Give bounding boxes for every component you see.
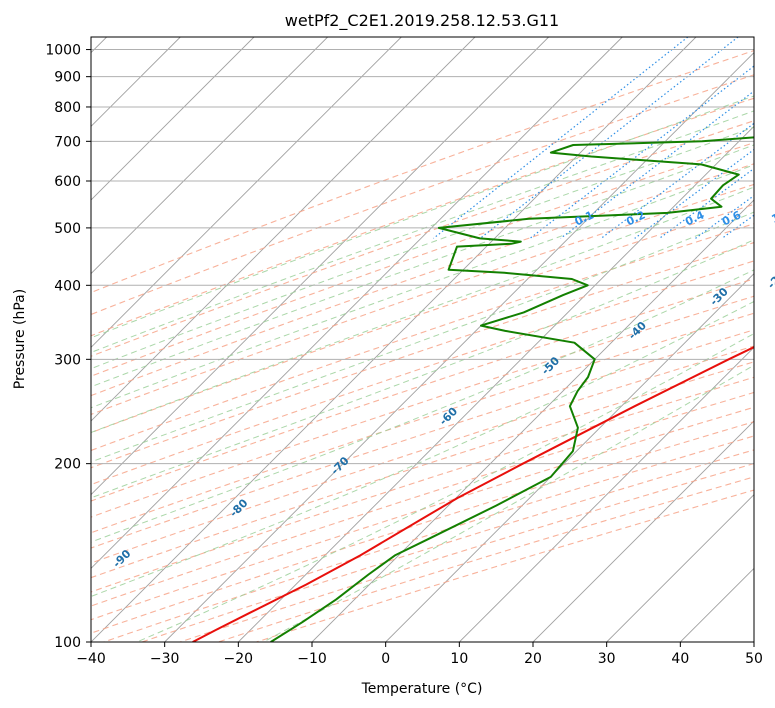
x-axis-title: Temperature (°C) bbox=[361, 681, 483, 697]
x-tick-label: −10 bbox=[297, 651, 327, 667]
x-tick-label: −20 bbox=[224, 651, 254, 667]
dry-adiabat-line bbox=[91, 406, 754, 621]
moist-adiabat-line bbox=[91, 144, 754, 388]
x-tick-label: −40 bbox=[76, 651, 106, 667]
axis-ticks: −40 −30 −20 −10 0 10 20 30 40 50 100 200 300 400 500 60… bbox=[45, 43, 763, 667]
dry-adiabat-line bbox=[91, 421, 754, 634]
dewpoint-profile-line bbox=[270, 136, 754, 642]
temperature-profile-line bbox=[192, 346, 754, 642]
mixing-ratio-line bbox=[529, 65, 754, 239]
isotherm-line bbox=[311, 199, 754, 642]
isotherm-line bbox=[91, 37, 328, 275]
pressure-grid bbox=[91, 49, 754, 642]
x-tick-label: 20 bbox=[524, 651, 542, 667]
mixing-ratio-line bbox=[479, 37, 739, 239]
moist-adiabat-line bbox=[91, 186, 754, 434]
dry-adiabat-line bbox=[91, 295, 754, 518]
mixing-ratio-line bbox=[560, 90, 754, 239]
y-axis-title: Pressure (hPa) bbox=[12, 289, 28, 389]
x-tick-label: 10 bbox=[450, 651, 468, 667]
dry-adiabat-line bbox=[91, 49, 754, 294]
mixing-ratio-label: 1 bbox=[770, 211, 775, 226]
moist-adiabat-line bbox=[91, 211, 754, 463]
y-tick-label: 300 bbox=[54, 352, 81, 368]
dry-adiabat-line bbox=[91, 120, 754, 357]
x-tick-label: 50 bbox=[745, 651, 763, 667]
y-tick-label: 400 bbox=[54, 278, 81, 294]
plot-frame bbox=[90, 36, 755, 643]
profile-series bbox=[192, 136, 754, 642]
isotherm-line bbox=[532, 420, 754, 642]
x-tick-label: 40 bbox=[671, 651, 689, 667]
dry-adiabat-line bbox=[91, 361, 754, 579]
y-tick-label: 500 bbox=[54, 221, 81, 237]
moist-adiabat-line bbox=[263, 364, 754, 642]
isotherm-line bbox=[91, 37, 623, 569]
y-tick-label: 800 bbox=[54, 100, 81, 116]
dry-adiabat-line bbox=[91, 260, 754, 486]
isotherm-line bbox=[91, 37, 697, 642]
mixing-ratio-line bbox=[695, 194, 754, 239]
dry-adiabat-label: -20 bbox=[765, 268, 775, 291]
isotherm-line bbox=[606, 494, 754, 642]
y-tick-label: 700 bbox=[54, 134, 81, 150]
isotherm-line bbox=[91, 37, 402, 348]
x-tick-label: −30 bbox=[150, 651, 180, 667]
y-tick-label: 900 bbox=[54, 70, 81, 86]
dry-adiabat-line bbox=[103, 435, 754, 642]
isotherm-line bbox=[164, 52, 754, 642]
moist-adiabat-line bbox=[91, 95, 754, 339]
isotherm-line bbox=[385, 273, 754, 642]
moist-adiabat-line bbox=[91, 110, 754, 354]
y-tick-label: 200 bbox=[54, 457, 81, 473]
moist-adiabat-line bbox=[91, 164, 754, 409]
y-tick-label: 600 bbox=[54, 174, 81, 190]
dry-adiabat-line bbox=[91, 376, 754, 593]
isotherm-line bbox=[91, 37, 549, 496]
dry-adiabat-line bbox=[91, 312, 754, 534]
x-tick-label: 30 bbox=[598, 651, 616, 667]
mixing-ratio-line bbox=[634, 148, 754, 239]
dry-adiabat-line bbox=[91, 391, 754, 607]
moist-adiabat-line bbox=[136, 333, 754, 642]
isotherm-line bbox=[459, 346, 754, 642]
x-tick-label: 0 bbox=[381, 651, 390, 667]
isotherm-line bbox=[91, 37, 255, 201]
y-tick-label: 100 bbox=[54, 635, 81, 651]
y-tick-label: 1000 bbox=[45, 43, 81, 59]
moist-adiabat-line bbox=[91, 126, 754, 370]
isotherm-line bbox=[91, 37, 476, 422]
dry-adiabat-line bbox=[91, 329, 754, 549]
chart-title: wetPf2_C2E1.2019.258.12.53.G11 bbox=[285, 11, 559, 31]
